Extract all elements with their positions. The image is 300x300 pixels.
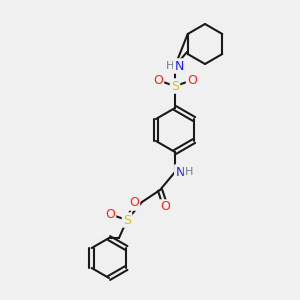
Text: H: H xyxy=(166,61,174,71)
Text: O: O xyxy=(105,208,115,221)
Text: O: O xyxy=(129,196,139,209)
Text: O: O xyxy=(187,74,197,88)
Text: S: S xyxy=(171,80,179,92)
Text: S: S xyxy=(123,214,131,226)
Text: O: O xyxy=(153,74,163,88)
Text: N: N xyxy=(175,166,185,178)
Text: N: N xyxy=(174,59,184,73)
Text: H: H xyxy=(185,167,193,177)
Text: O: O xyxy=(160,200,170,214)
